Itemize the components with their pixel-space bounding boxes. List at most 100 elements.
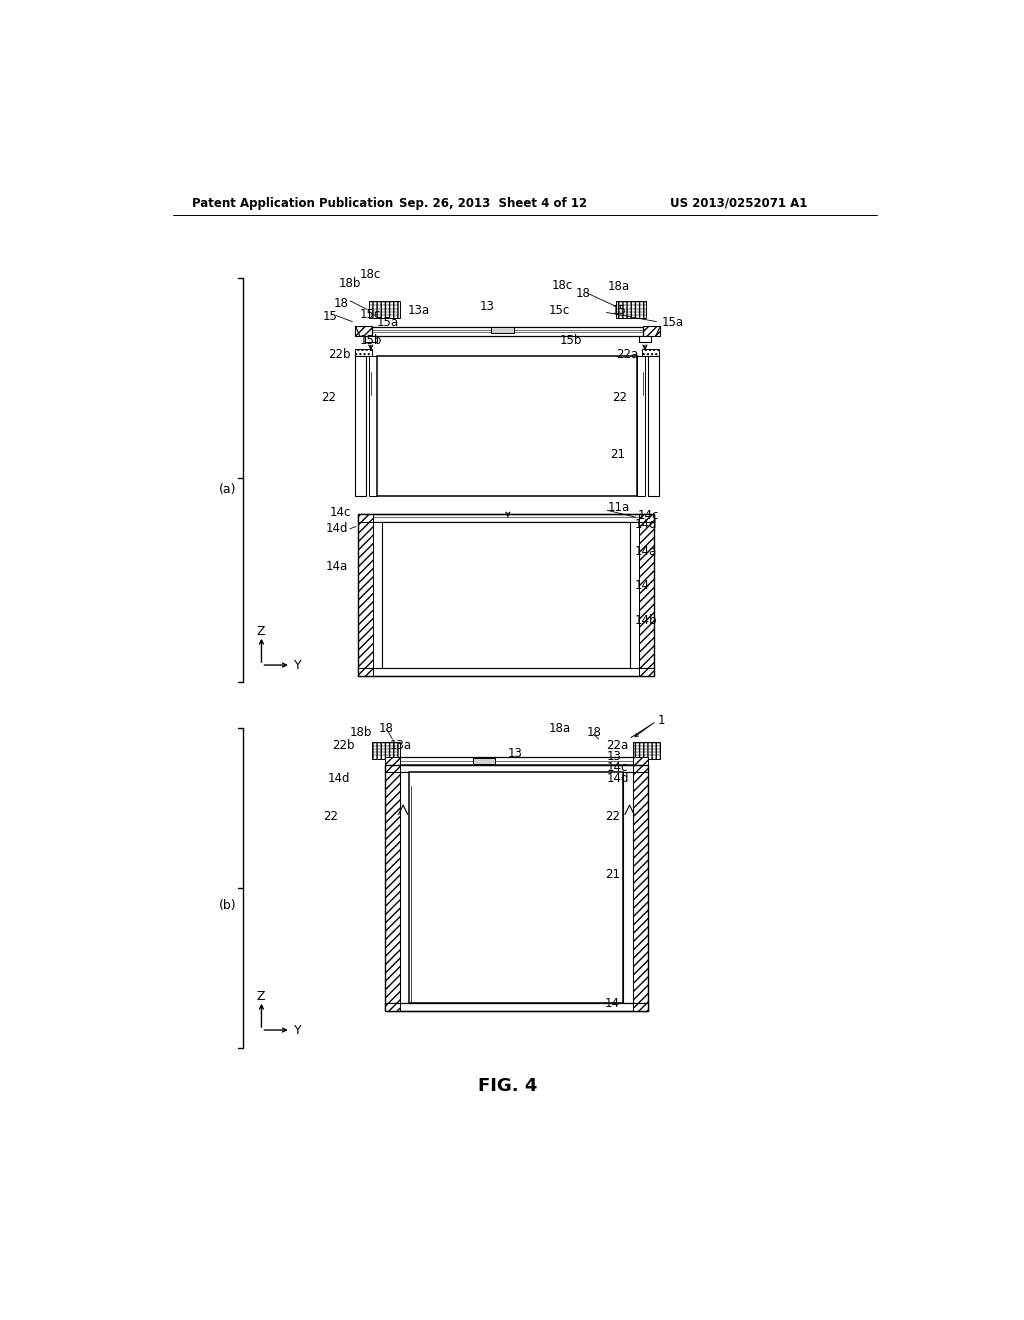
Bar <box>400 772 410 1003</box>
Bar <box>410 772 624 1003</box>
Text: 21: 21 <box>605 869 620 880</box>
Bar <box>373 742 400 759</box>
Text: 15a: 15a <box>662 315 684 329</box>
Text: 15c: 15c <box>360 308 381 321</box>
Bar <box>385 766 648 1011</box>
Text: FIG. 4: FIG. 4 <box>478 1077 538 1096</box>
Text: US 2013/0252071 A1: US 2013/0252071 A1 <box>670 197 807 210</box>
Text: 1: 1 <box>658 714 666 727</box>
Text: Sep. 26, 2013  Sheet 4 of 12: Sep. 26, 2013 Sheet 4 of 12 <box>398 197 587 210</box>
Bar <box>355 348 373 356</box>
Bar <box>373 521 382 668</box>
Text: 14d: 14d <box>635 519 657 532</box>
Bar <box>633 772 648 1003</box>
Text: 22a: 22a <box>616 348 639 362</box>
Bar <box>639 521 654 668</box>
Text: 14d: 14d <box>606 772 629 785</box>
Text: 14c: 14c <box>637 510 658 523</box>
Text: 14: 14 <box>605 998 620 1010</box>
Text: Y: Y <box>294 1023 301 1036</box>
Bar <box>357 668 654 676</box>
Text: 22b: 22b <box>329 348 351 362</box>
Bar <box>630 521 639 668</box>
Text: 15b: 15b <box>559 334 582 347</box>
Bar <box>633 1003 648 1011</box>
Bar <box>624 772 633 1003</box>
Bar <box>357 515 373 521</box>
Bar <box>615 301 646 318</box>
Text: 22: 22 <box>322 391 337 404</box>
Text: 14: 14 <box>635 579 650 593</box>
Bar <box>385 772 400 1003</box>
Bar <box>357 515 654 521</box>
Text: 14a: 14a <box>635 545 657 557</box>
Bar <box>639 337 651 342</box>
Bar <box>385 766 400 772</box>
Bar <box>490 327 514 333</box>
Text: Y: Y <box>294 659 301 672</box>
Bar <box>642 348 658 356</box>
Text: 14c: 14c <box>330 506 350 519</box>
Text: (b): (b) <box>219 899 237 912</box>
Bar <box>385 1003 400 1011</box>
Bar <box>355 356 367 496</box>
Bar <box>637 356 645 496</box>
Bar <box>398 758 634 766</box>
Text: 15: 15 <box>611 304 627 317</box>
Bar <box>377 356 637 496</box>
Text: 14a: 14a <box>326 560 347 573</box>
Text: 11a: 11a <box>608 500 630 513</box>
Text: 14d: 14d <box>328 772 350 785</box>
Text: 13: 13 <box>508 747 522 760</box>
Text: 14c: 14c <box>606 760 628 774</box>
Bar <box>385 766 648 772</box>
Text: 18: 18 <box>587 726 601 739</box>
Text: 18b: 18b <box>350 726 373 739</box>
Text: 22b: 22b <box>333 739 354 752</box>
Text: 14d: 14d <box>326 521 348 535</box>
Text: 13a: 13a <box>390 739 413 751</box>
Bar <box>373 327 643 335</box>
Text: 15c: 15c <box>549 304 570 317</box>
Text: Z: Z <box>257 624 265 638</box>
Text: Patent Application Publication: Patent Application Publication <box>193 197 393 210</box>
Text: 15b: 15b <box>359 334 382 347</box>
Bar <box>365 337 377 342</box>
Text: 13: 13 <box>606 750 622 763</box>
Text: 18: 18 <box>575 286 591 300</box>
Text: 15a: 15a <box>377 315 399 329</box>
Text: 18: 18 <box>334 297 349 310</box>
Text: 22a: 22a <box>606 739 629 752</box>
Text: 21: 21 <box>610 449 626 462</box>
Text: 22: 22 <box>611 391 627 404</box>
Bar <box>382 521 630 668</box>
Text: 18: 18 <box>379 722 393 735</box>
Bar <box>633 758 648 766</box>
Text: 13a: 13a <box>408 304 430 317</box>
Bar <box>385 1003 648 1011</box>
Bar <box>639 668 654 676</box>
Text: 18c: 18c <box>360 268 381 281</box>
Text: 18a: 18a <box>549 722 570 735</box>
Bar <box>357 521 373 668</box>
Bar <box>370 301 400 318</box>
Text: Z: Z <box>257 990 265 1003</box>
Bar <box>648 356 658 496</box>
Text: 18c: 18c <box>552 279 573 292</box>
Bar <box>639 515 654 521</box>
Bar <box>633 742 660 759</box>
Text: 18b: 18b <box>339 277 360 289</box>
Text: 15: 15 <box>323 310 337 323</box>
Bar <box>473 758 495 763</box>
Text: (a): (a) <box>219 483 237 496</box>
Text: 22: 22 <box>323 810 338 824</box>
Bar <box>357 668 373 676</box>
Text: 13: 13 <box>479 300 495 313</box>
Text: 22: 22 <box>605 810 620 824</box>
Bar <box>357 515 654 676</box>
Bar <box>355 326 373 337</box>
Text: 14b: 14b <box>635 614 657 627</box>
Bar <box>643 326 660 337</box>
Bar <box>370 356 377 496</box>
Bar <box>633 766 648 772</box>
